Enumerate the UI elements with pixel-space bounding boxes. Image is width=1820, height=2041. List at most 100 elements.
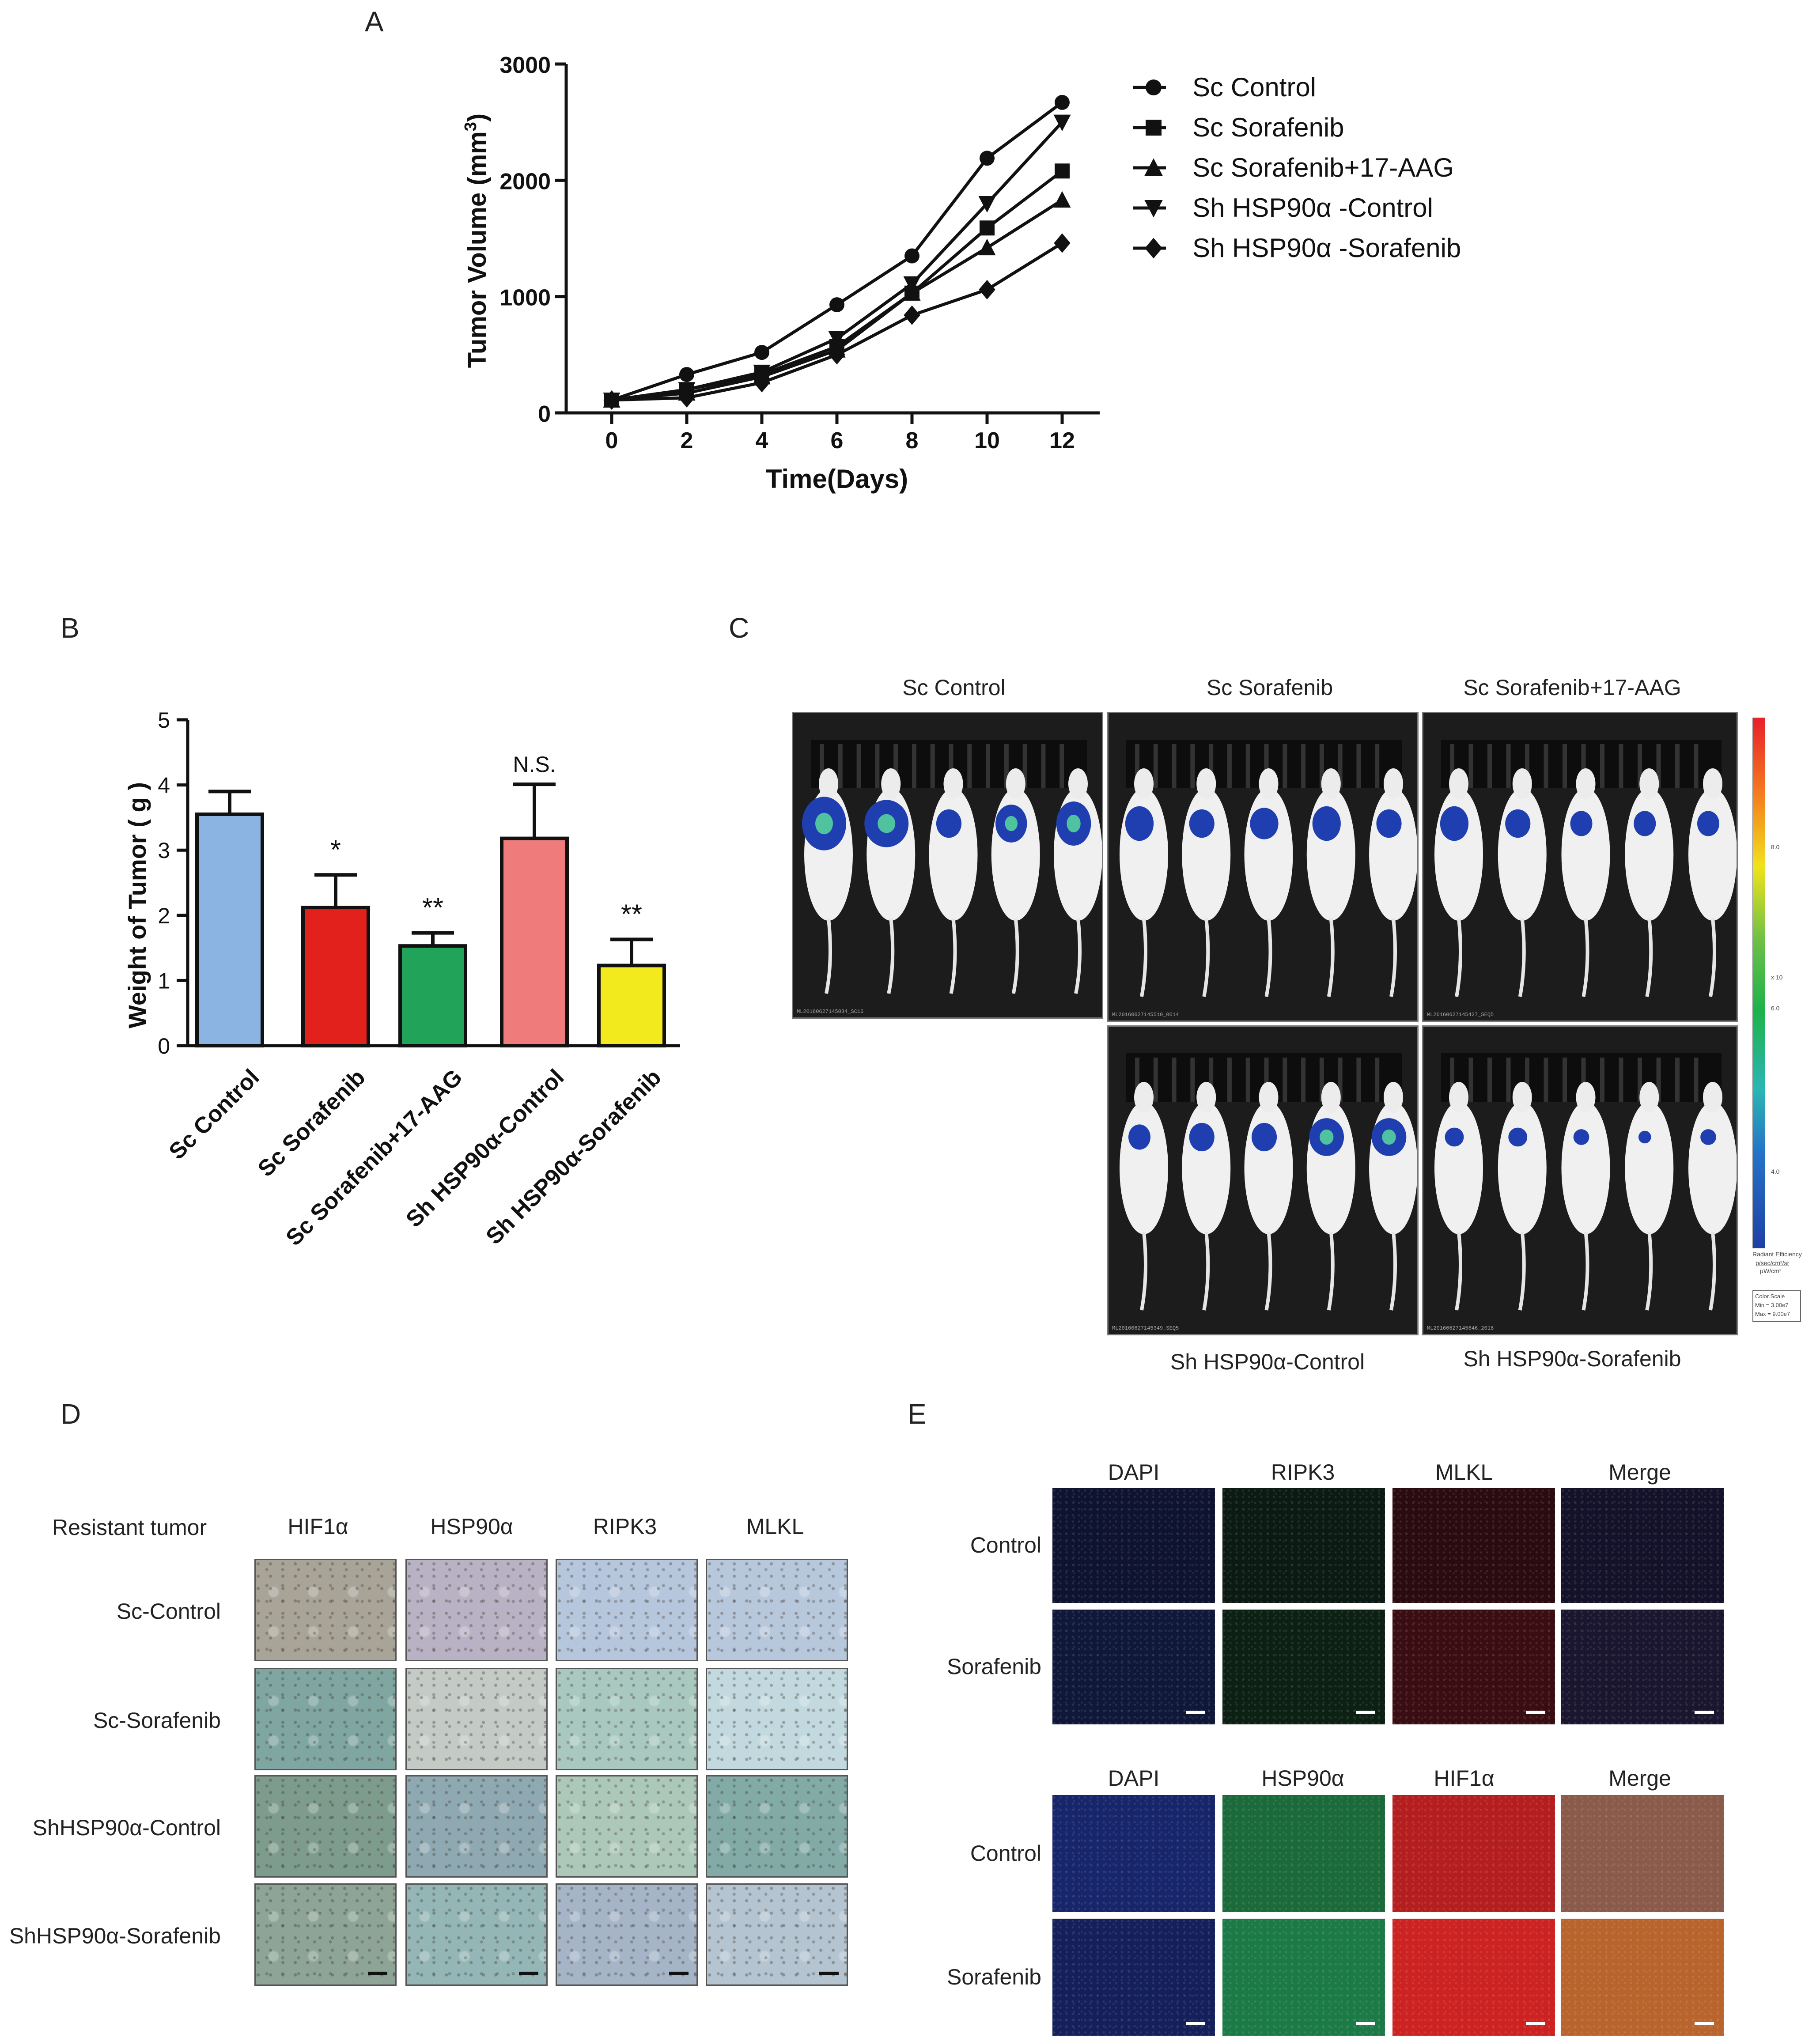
data-point (753, 373, 770, 393)
mouse-tail (1327, 1232, 1335, 1311)
rack-tooth (1487, 744, 1492, 788)
rack-tooth (912, 744, 916, 788)
mouse-head (1196, 768, 1216, 799)
imaging-panel: ML20160627145510_0014 (1107, 712, 1419, 1022)
rack-tooth (1581, 744, 1586, 788)
rack-tooth (1619, 744, 1623, 788)
signal-blob (1251, 1123, 1277, 1152)
scale-bar (1526, 1711, 1545, 1714)
bar (398, 944, 467, 1047)
mouse-head (1639, 768, 1659, 799)
signal-blob (1508, 1127, 1528, 1147)
mouse (1244, 768, 1293, 997)
mouse-tail (1202, 1232, 1210, 1311)
bar (597, 964, 666, 1048)
mouse-head (1512, 768, 1532, 799)
bar-group: Sc Control (164, 790, 264, 1164)
rack-tooth (1227, 744, 1232, 788)
y-tick-label: 1 (158, 968, 170, 993)
rack-tooth (1675, 744, 1680, 788)
rack-tooth (1338, 744, 1343, 788)
data-point (979, 280, 995, 299)
c-label-sc-sorafenib-17aag: Sc Sorafenib+17-AAG (1463, 675, 1681, 700)
rack-tooth (1264, 744, 1269, 788)
e-row-label: Sorafenib (946, 1964, 1041, 1989)
mouse-head (1639, 1082, 1659, 1113)
scale-unit: x 10 (1771, 974, 1783, 981)
ihc-image (556, 1883, 698, 1986)
y-tick-label: 1000 (499, 285, 551, 311)
imaging-panel: ML20160627145427_SEQ5 (1422, 712, 1738, 1022)
d-row-label: ShHSP90α-Sorafenib (9, 1924, 221, 1948)
rack-tooth (1059, 744, 1064, 788)
mouse-body (1182, 1102, 1231, 1234)
image-id: ML20160627145510_0014 (1112, 1012, 1179, 1018)
y-axis-label-close: ) (463, 113, 492, 122)
scale-bar (519, 1972, 538, 1975)
mouse-body (1182, 788, 1231, 921)
rack-tooth (1283, 744, 1287, 788)
legend-entry: Sh HSP90α -Sorafenib (1133, 233, 1461, 263)
data-point (829, 297, 844, 313)
rack-tooth (1581, 1058, 1586, 1102)
mouse-body (1369, 788, 1417, 921)
y-tick-label: 0 (538, 401, 551, 427)
mouse (1688, 1082, 1737, 1311)
rack-tooth (1245, 1058, 1250, 1102)
legend-entry: Sc Control (1133, 72, 1316, 102)
mouse (1561, 768, 1610, 997)
rack-tooth (1135, 1058, 1139, 1102)
imaging-panel: ML20160627145349_SEQ5 (1107, 1025, 1419, 1335)
x-tick-label: 0 (605, 428, 618, 454)
mouse (1369, 768, 1417, 997)
signal-blob (1189, 809, 1215, 838)
mouse-tail (1264, 1232, 1272, 1311)
mouse-body (1434, 1102, 1483, 1234)
y-axis-label-superscript: 3 (462, 122, 480, 131)
ihc-image (706, 1883, 848, 1986)
scale-bar (1356, 2022, 1375, 2025)
fluorescence-image (1392, 1488, 1555, 1603)
y-tick-label: 4 (158, 773, 170, 798)
data-point (904, 305, 920, 325)
rack-tooth (1563, 1058, 1567, 1102)
panel-letter-c: C (729, 612, 749, 644)
scale-units-2: µW/cm² (1760, 1267, 1782, 1274)
rack-tooth (1638, 744, 1642, 788)
series-3 (603, 114, 1071, 409)
signal-blob (1638, 1130, 1651, 1144)
fluorescence-image (1222, 1795, 1385, 1912)
mouse-head (1196, 1082, 1216, 1113)
d-row-label: Sc-Sorafenib (93, 1708, 221, 1733)
mouse-head (1134, 768, 1154, 799)
signal-blob (1189, 1123, 1215, 1152)
fluorescence-image (1222, 1610, 1385, 1724)
rack-tooth (1525, 744, 1529, 788)
mouse-head (1259, 1082, 1279, 1113)
ihc-image (254, 1883, 397, 1986)
ihc-image (254, 1668, 397, 1770)
legend-label: Sc Sorafenib (1192, 113, 1344, 142)
rack-tooth (1375, 744, 1380, 788)
data-point (980, 220, 995, 236)
rack-tooth (1153, 1058, 1158, 1102)
rack-tooth (1190, 1058, 1195, 1102)
ihc-image (706, 1668, 848, 1770)
mouse (1182, 1082, 1231, 1311)
e-column-label: MLKL (1435, 1460, 1493, 1485)
mouse-head (819, 768, 838, 799)
data-point (1055, 94, 1070, 110)
mouse-body (1625, 788, 1674, 921)
series-4 (603, 233, 1071, 410)
mouse-head (1068, 768, 1088, 799)
y-axis-label-text: Tumor Volume (mm (463, 131, 492, 368)
mouse-head (1134, 1082, 1154, 1113)
legend-entry: Sc Sorafenib (1133, 113, 1344, 142)
mice-illustration (1434, 1053, 1737, 1311)
image-id: ML20160627145349_SEQ5 (1112, 1325, 1179, 1331)
scale-title: Radiant Efficiency (1752, 1251, 1802, 1258)
signal-blob (1125, 806, 1154, 841)
mouse-tail (1455, 918, 1462, 997)
rack-tooth (1450, 1058, 1454, 1102)
mouse-tail (825, 918, 832, 994)
